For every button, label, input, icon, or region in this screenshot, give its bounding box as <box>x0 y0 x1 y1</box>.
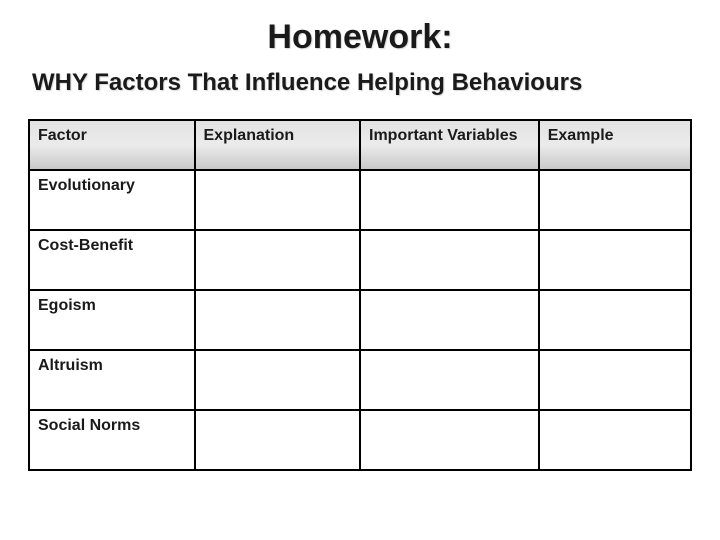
cell-important-variables <box>360 290 539 350</box>
main-title: Homework: <box>28 18 692 57</box>
table-row: Altruism <box>29 350 691 410</box>
cell-important-variables <box>360 230 539 290</box>
table-row: Evolutionary <box>29 170 691 230</box>
col-header-factor: Factor <box>29 120 195 170</box>
table-row: Cost-Benefit <box>29 230 691 290</box>
cell-explanation <box>195 410 361 470</box>
col-header-explanation: Explanation <box>195 120 361 170</box>
table-header-row: Factor Explanation Important Variables E… <box>29 120 691 170</box>
sub-title: WHY Factors That Influence Helping Behav… <box>28 69 692 97</box>
row-label: Egoism <box>29 290 195 350</box>
cell-important-variables <box>360 350 539 410</box>
table-row: Egoism <box>29 290 691 350</box>
cell-important-variables <box>360 410 539 470</box>
cell-example <box>539 170 691 230</box>
cell-example <box>539 230 691 290</box>
row-label: Altruism <box>29 350 195 410</box>
cell-example <box>539 410 691 470</box>
cell-example <box>539 290 691 350</box>
factors-table: Factor Explanation Important Variables E… <box>28 119 692 471</box>
cell-explanation <box>195 230 361 290</box>
cell-explanation <box>195 290 361 350</box>
cell-important-variables <box>360 170 539 230</box>
cell-explanation <box>195 170 361 230</box>
col-header-important-variables: Important Variables <box>360 120 539 170</box>
cell-explanation <box>195 350 361 410</box>
cell-example <box>539 350 691 410</box>
table-row: Social Norms <box>29 410 691 470</box>
row-label: Social Norms <box>29 410 195 470</box>
row-label: Evolutionary <box>29 170 195 230</box>
row-label: Cost-Benefit <box>29 230 195 290</box>
col-header-example: Example <box>539 120 691 170</box>
